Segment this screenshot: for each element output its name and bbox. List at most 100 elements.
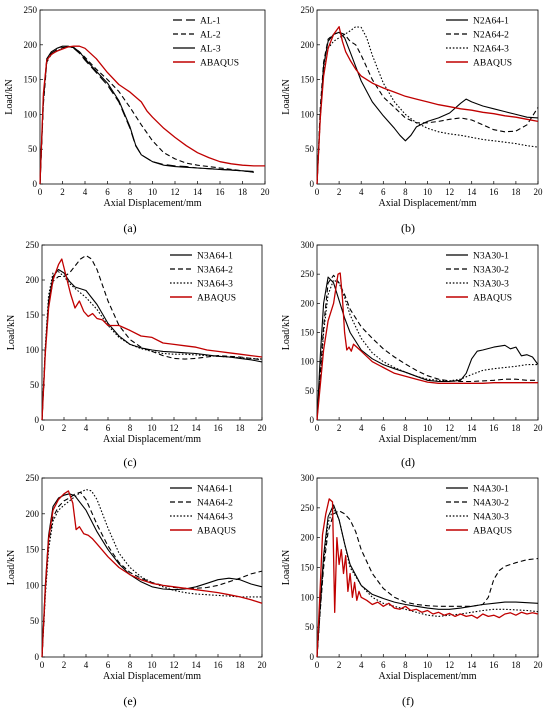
series-line <box>316 507 539 658</box>
x-tick-label: 14 <box>192 660 202 670</box>
x-tick-label: 20 <box>534 187 544 197</box>
x-tick-label: 6 <box>105 187 110 197</box>
y-tick-label: 300 <box>301 240 315 250</box>
x-tick-label: 16 <box>489 187 499 197</box>
y-tick-label: 200 <box>301 298 315 308</box>
panel-label: (e) <box>123 694 136 708</box>
series-line <box>41 254 263 421</box>
legend-entry: N3A30-1 <box>473 252 509 262</box>
x-tick-label: 4 <box>84 660 89 670</box>
series-line <box>41 268 263 421</box>
legend-entry: N2A64-2 <box>473 31 509 41</box>
x-tick-label: 2 <box>337 423 342 433</box>
series-line <box>39 45 254 185</box>
series-line <box>316 26 539 185</box>
x-tick-label: 2 <box>337 187 342 197</box>
series-line <box>316 31 539 185</box>
x-tick-label: 16 <box>489 423 499 433</box>
y-tick-label: 200 <box>301 533 315 543</box>
legend-entry: ABAQUS <box>197 294 236 304</box>
x-tick-label: 0 <box>315 187 320 197</box>
y-axis-label: Load/kN <box>281 315 292 351</box>
series-line <box>316 504 539 658</box>
y-tick-label: 250 <box>24 5 38 15</box>
x-axis-label: Axial Displacement/mm <box>103 198 201 209</box>
x-axis-label: Axial Displacement/mm <box>378 434 476 445</box>
legend-entry: N4A30-2 <box>473 499 509 509</box>
x-tick-label: 10 <box>148 423 158 433</box>
y-tick-label: 200 <box>24 40 38 50</box>
y-tick-label: 50 <box>28 144 38 154</box>
x-tick-label: 10 <box>148 660 158 670</box>
x-tick-label: 8 <box>128 187 133 197</box>
panel-label: (d) <box>401 455 415 469</box>
legend-entry: AL-1 <box>200 17 221 27</box>
x-tick-label: 20 <box>534 423 544 433</box>
x-tick-label: 6 <box>381 187 386 197</box>
x-tick-label: 18 <box>236 423 246 433</box>
legend-entry: ABAQUS <box>200 59 239 69</box>
plot-frame <box>39 9 266 185</box>
panel-label: (f) <box>402 694 414 708</box>
y-tick-label: 100 <box>301 592 315 602</box>
chart-panel: 0 2 4 6 8 10 12 14 16 18 20050100150200250300Axial… <box>281 473 543 708</box>
x-tick-label: 18 <box>511 660 521 670</box>
series-line <box>316 272 538 421</box>
x-tick-label: 6 <box>381 660 386 670</box>
y-tick-label: 50 <box>305 386 315 396</box>
legend-entry: AL-3 <box>200 45 221 55</box>
x-tick-label: 0 <box>40 423 45 433</box>
x-tick-label: 10 <box>423 660 433 670</box>
series-line <box>41 271 263 421</box>
x-tick-label: 6 <box>381 423 386 433</box>
x-axis-label: Axial Displacement/mm <box>378 198 476 209</box>
x-tick-label: 8 <box>128 660 133 670</box>
legend-entry: ABAQUS <box>473 527 512 537</box>
x-tick-label: 14 <box>192 423 202 433</box>
legend-entry: N4A64-2 <box>197 499 233 509</box>
x-tick-label: 8 <box>403 660 408 670</box>
x-tick-label: 4 <box>83 187 88 197</box>
y-tick-label: 150 <box>26 545 40 555</box>
legend-entry: ABAQUS <box>473 294 512 304</box>
x-tick-label: 20 <box>534 660 544 670</box>
legend-entry: N4A64-1 <box>197 485 233 495</box>
x-tick-label: 18 <box>236 660 246 670</box>
legend-entry: N3A64-2 <box>197 266 233 276</box>
x-axis-label: Axial Displacement/mm <box>378 671 476 682</box>
y-tick-label: 250 <box>301 503 315 513</box>
legend-entry: N3A30-3 <box>473 280 509 290</box>
x-axis-label: Axial Displacement/mm <box>103 434 201 445</box>
y-tick-label: 200 <box>26 509 40 519</box>
y-tick-label: 50 <box>30 616 40 626</box>
y-axis-label: Load/kN <box>6 315 17 351</box>
legend-entry: AL-2 <box>200 31 221 41</box>
x-tick-label: 16 <box>214 423 224 433</box>
x-tick-label: 20 <box>258 660 268 670</box>
series-line <box>41 258 263 421</box>
y-tick-label: 200 <box>301 40 315 50</box>
x-tick-label: 12 <box>170 660 179 670</box>
x-tick-label: 12 <box>445 660 454 670</box>
x-tick-label: 12 <box>445 187 454 197</box>
y-axis-label: Load/kN <box>4 79 15 115</box>
legend-entry: N4A64-3 <box>197 513 233 523</box>
x-tick-label: 4 <box>359 423 364 433</box>
series-line <box>41 491 263 658</box>
x-tick-label: 12 <box>445 423 454 433</box>
y-tick-label: 300 <box>301 473 315 483</box>
legend-entry: N3A64-1 <box>197 252 233 262</box>
y-tick-label: 0 <box>33 179 38 189</box>
x-tick-label: 6 <box>106 660 111 670</box>
y-tick-label: 150 <box>26 310 40 320</box>
y-tick-label: 100 <box>26 580 40 590</box>
y-tick-label: 0 <box>35 415 40 425</box>
series-line <box>39 45 265 185</box>
y-tick-label: 50 <box>305 144 315 154</box>
y-tick-label: 150 <box>301 328 315 338</box>
legend-entry: N4A30-3 <box>473 513 509 523</box>
x-tick-label: 14 <box>467 423 477 433</box>
x-tick-label: 10 <box>423 423 433 433</box>
